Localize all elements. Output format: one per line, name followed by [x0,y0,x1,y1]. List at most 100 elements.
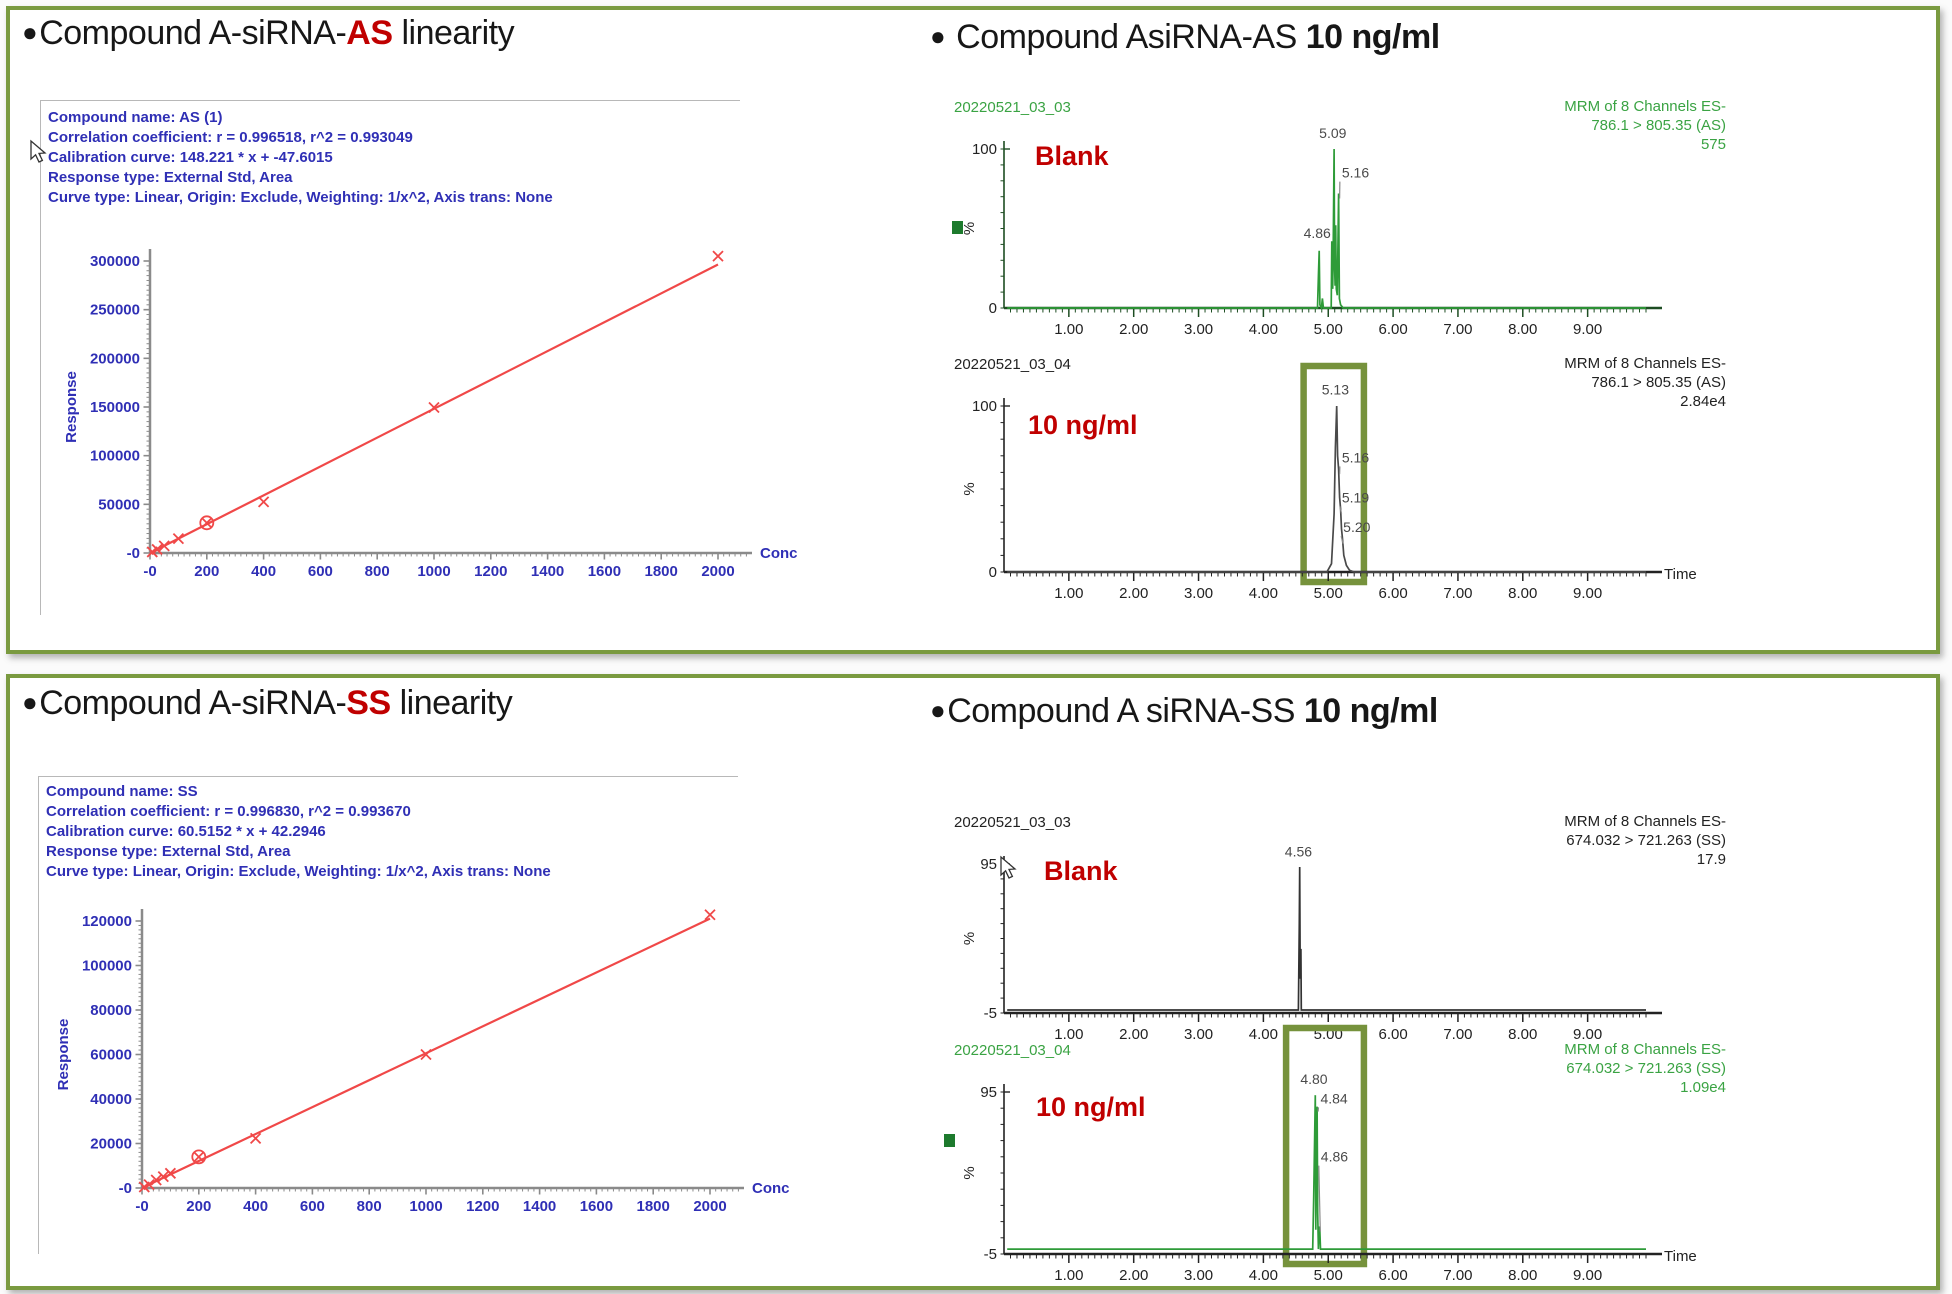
svg-text:9.00: 9.00 [1573,585,1602,602]
channel-line: 786.1 > 805.35 (AS) [1591,117,1726,134]
as-blank-plot: 100 0% 1.00 2.00 3.00 4.00 5.00 6.00 7.00 8.00 9.0… [961,125,1662,338]
svg-text:60000: 60000 [90,1047,132,1064]
svg-text:2.00: 2.00 [1119,1026,1148,1043]
channel-info: MRM of 8 Channels ES- 786.1 > 805.35 (AS… [1564,97,1726,154]
sample-id: 20220521_03_04 [954,356,1071,373]
calibration-window-frame [38,776,738,1254]
title-bold: 10 ng/ml [1303,692,1438,730]
svg-text:6.00: 6.00 [1378,585,1407,602]
mouse-cursor [1000,855,1022,880]
svg-text:250000: 250000 [90,302,140,319]
svg-text:120000: 120000 [82,913,132,930]
svg-text:%: % [961,1166,978,1179]
svg-text:4.84: 4.84 [1320,1090,1347,1106]
annotation-blank: Blank [1044,856,1118,886]
svg-text:9.00: 9.00 [1573,1026,1602,1043]
title-ss-linearity: ●Compound A-siRNA-SS linearity [22,684,513,723]
svg-text:1.00: 1.00 [1054,321,1083,338]
svg-text:1.00: 1.00 [1054,585,1083,602]
svg-text:600: 600 [308,563,333,580]
svg-text:800: 800 [357,1198,382,1215]
title-highlight: SS [346,684,391,722]
sample-id: 20220521_03_04 [954,1042,1071,1059]
svg-text:80000: 80000 [90,1002,132,1019]
svg-text:1200: 1200 [466,1198,499,1215]
svg-text:1600: 1600 [588,563,621,580]
svg-text:7.00: 7.00 [1443,1026,1472,1043]
channel-line: 674.032 > 721.263 (SS) [1566,1060,1726,1077]
svg-text:%: % [961,222,978,235]
channel-info: MRM of 8 Channels ES- 786.1 > 805.35 (AS… [1564,354,1726,411]
svg-text:-5: -5 [984,1005,997,1022]
svg-text:150000: 150000 [90,399,140,416]
svg-text:4.00: 4.00 [1249,1026,1278,1043]
svg-text:300000: 300000 [90,253,140,270]
svg-text:6.00: 6.00 [1378,321,1407,338]
svg-text:8.00: 8.00 [1508,1026,1537,1043]
svg-text:5.00: 5.00 [1314,1267,1343,1284]
svg-text:4.00: 4.00 [1249,585,1278,602]
svg-text:1200: 1200 [474,563,507,580]
svg-text:3.00: 3.00 [1184,1026,1213,1043]
title-text: Compound A siRNA-SS [947,692,1304,730]
channel-line: 674.032 > 721.263 (SS) [1566,832,1726,849]
mouse-cursor [30,139,52,164]
channel-line: 786.1 > 805.35 (AS) [1591,374,1726,391]
chromatogram-as-10ng: 100 0% 1.00 2.00 3.00 4.00 5.00 6.00 7.00 8.00 9.0… [940,352,1740,614]
title-text: Compound AsiRNA-AS [956,18,1306,56]
svg-text:100: 100 [972,398,997,415]
stat-line: Correlation coefficient: r = 0.996830, r… [46,803,411,820]
title-text: Compound A-siRNA- [39,684,347,722]
title-suffix: linearity [390,684,513,722]
calibration-summary-ss: Compound name: SS Correlation coefficien… [46,782,551,882]
ss-calibration-chart: -0 200 400 600 800 1000 1200 1400 1600 1800 2000 -0… [55,909,790,1215]
svg-text:4.00: 4.00 [1249,321,1278,338]
svg-text:0: 0 [989,300,997,317]
svg-text:100: 100 [972,141,997,158]
svg-text:4.56: 4.56 [1285,844,1312,860]
chromatogram-as-blank: 100 0% 1.00 2.00 3.00 4.00 5.00 6.00 7.00 8.00 9.0… [940,95,1740,350]
title-as-linearity: ●Compound A-siRNA-AS linearity [22,14,515,53]
bullet-icon: ● [930,695,946,725]
svg-text:2.00: 2.00 [1119,585,1148,602]
svg-text:95: 95 [980,856,997,873]
svg-text:7.00: 7.00 [1443,1267,1472,1284]
svg-text:400: 400 [251,563,276,580]
svg-text:Conc: Conc [760,545,798,562]
svg-text:1600: 1600 [580,1198,613,1215]
svg-text:-5: -5 [984,1246,997,1263]
svg-text:5.19: 5.19 [1342,489,1369,505]
svg-text:4.80: 4.80 [1300,1071,1327,1087]
stat-line: Curve type: Linear, Origin: Exclude, Wei… [46,863,551,880]
panel-as [6,6,1940,654]
stat-line: Response type: External Std, Area [46,843,291,860]
svg-text:4.00: 4.00 [1249,1267,1278,1284]
svg-text:Conc: Conc [752,1180,790,1197]
bullet-icon: ● [22,17,38,47]
channel-line: MRM of 8 Channels ES- [1564,813,1726,830]
sample-id: 20220521_03_03 [954,99,1071,116]
svg-text:400: 400 [243,1198,268,1215]
svg-text:4.86: 4.86 [1321,1149,1348,1165]
svg-text:5.16: 5.16 [1342,449,1369,465]
calibration-window-frame [40,100,740,615]
title-highlight: AS [346,14,393,52]
channel-selected-marker [952,221,963,234]
as-10ng-plot: 100 0% 1.00 2.00 3.00 4.00 5.00 6.00 7.00 8.00 9.0… [961,362,1697,602]
svg-text:100000: 100000 [90,448,140,465]
svg-text:5.00: 5.00 [1314,321,1343,338]
stat-line: Calibration curve: 60.5152 * x + 42.2946 [46,823,326,840]
svg-text:0: 0 [989,564,997,581]
svg-text:5.00: 5.00 [1314,585,1343,602]
annotation-10ng: 10 ng/ml [1036,1092,1146,1122]
svg-text:%: % [961,932,978,945]
svg-text:-0: -0 [135,1198,148,1215]
svg-text:Response: Response [63,371,80,443]
svg-text:100000: 100000 [82,958,132,975]
svg-text:9.00: 9.00 [1573,1267,1602,1284]
channel-line: 17.9 [1696,851,1726,868]
svg-text:5.16: 5.16 [1342,165,1369,181]
channel-info: MRM of 8 Channels ES- 674.032 > 721.263 … [1564,812,1726,869]
svg-text:8.00: 8.00 [1508,1267,1537,1284]
svg-text:50000: 50000 [98,496,140,513]
